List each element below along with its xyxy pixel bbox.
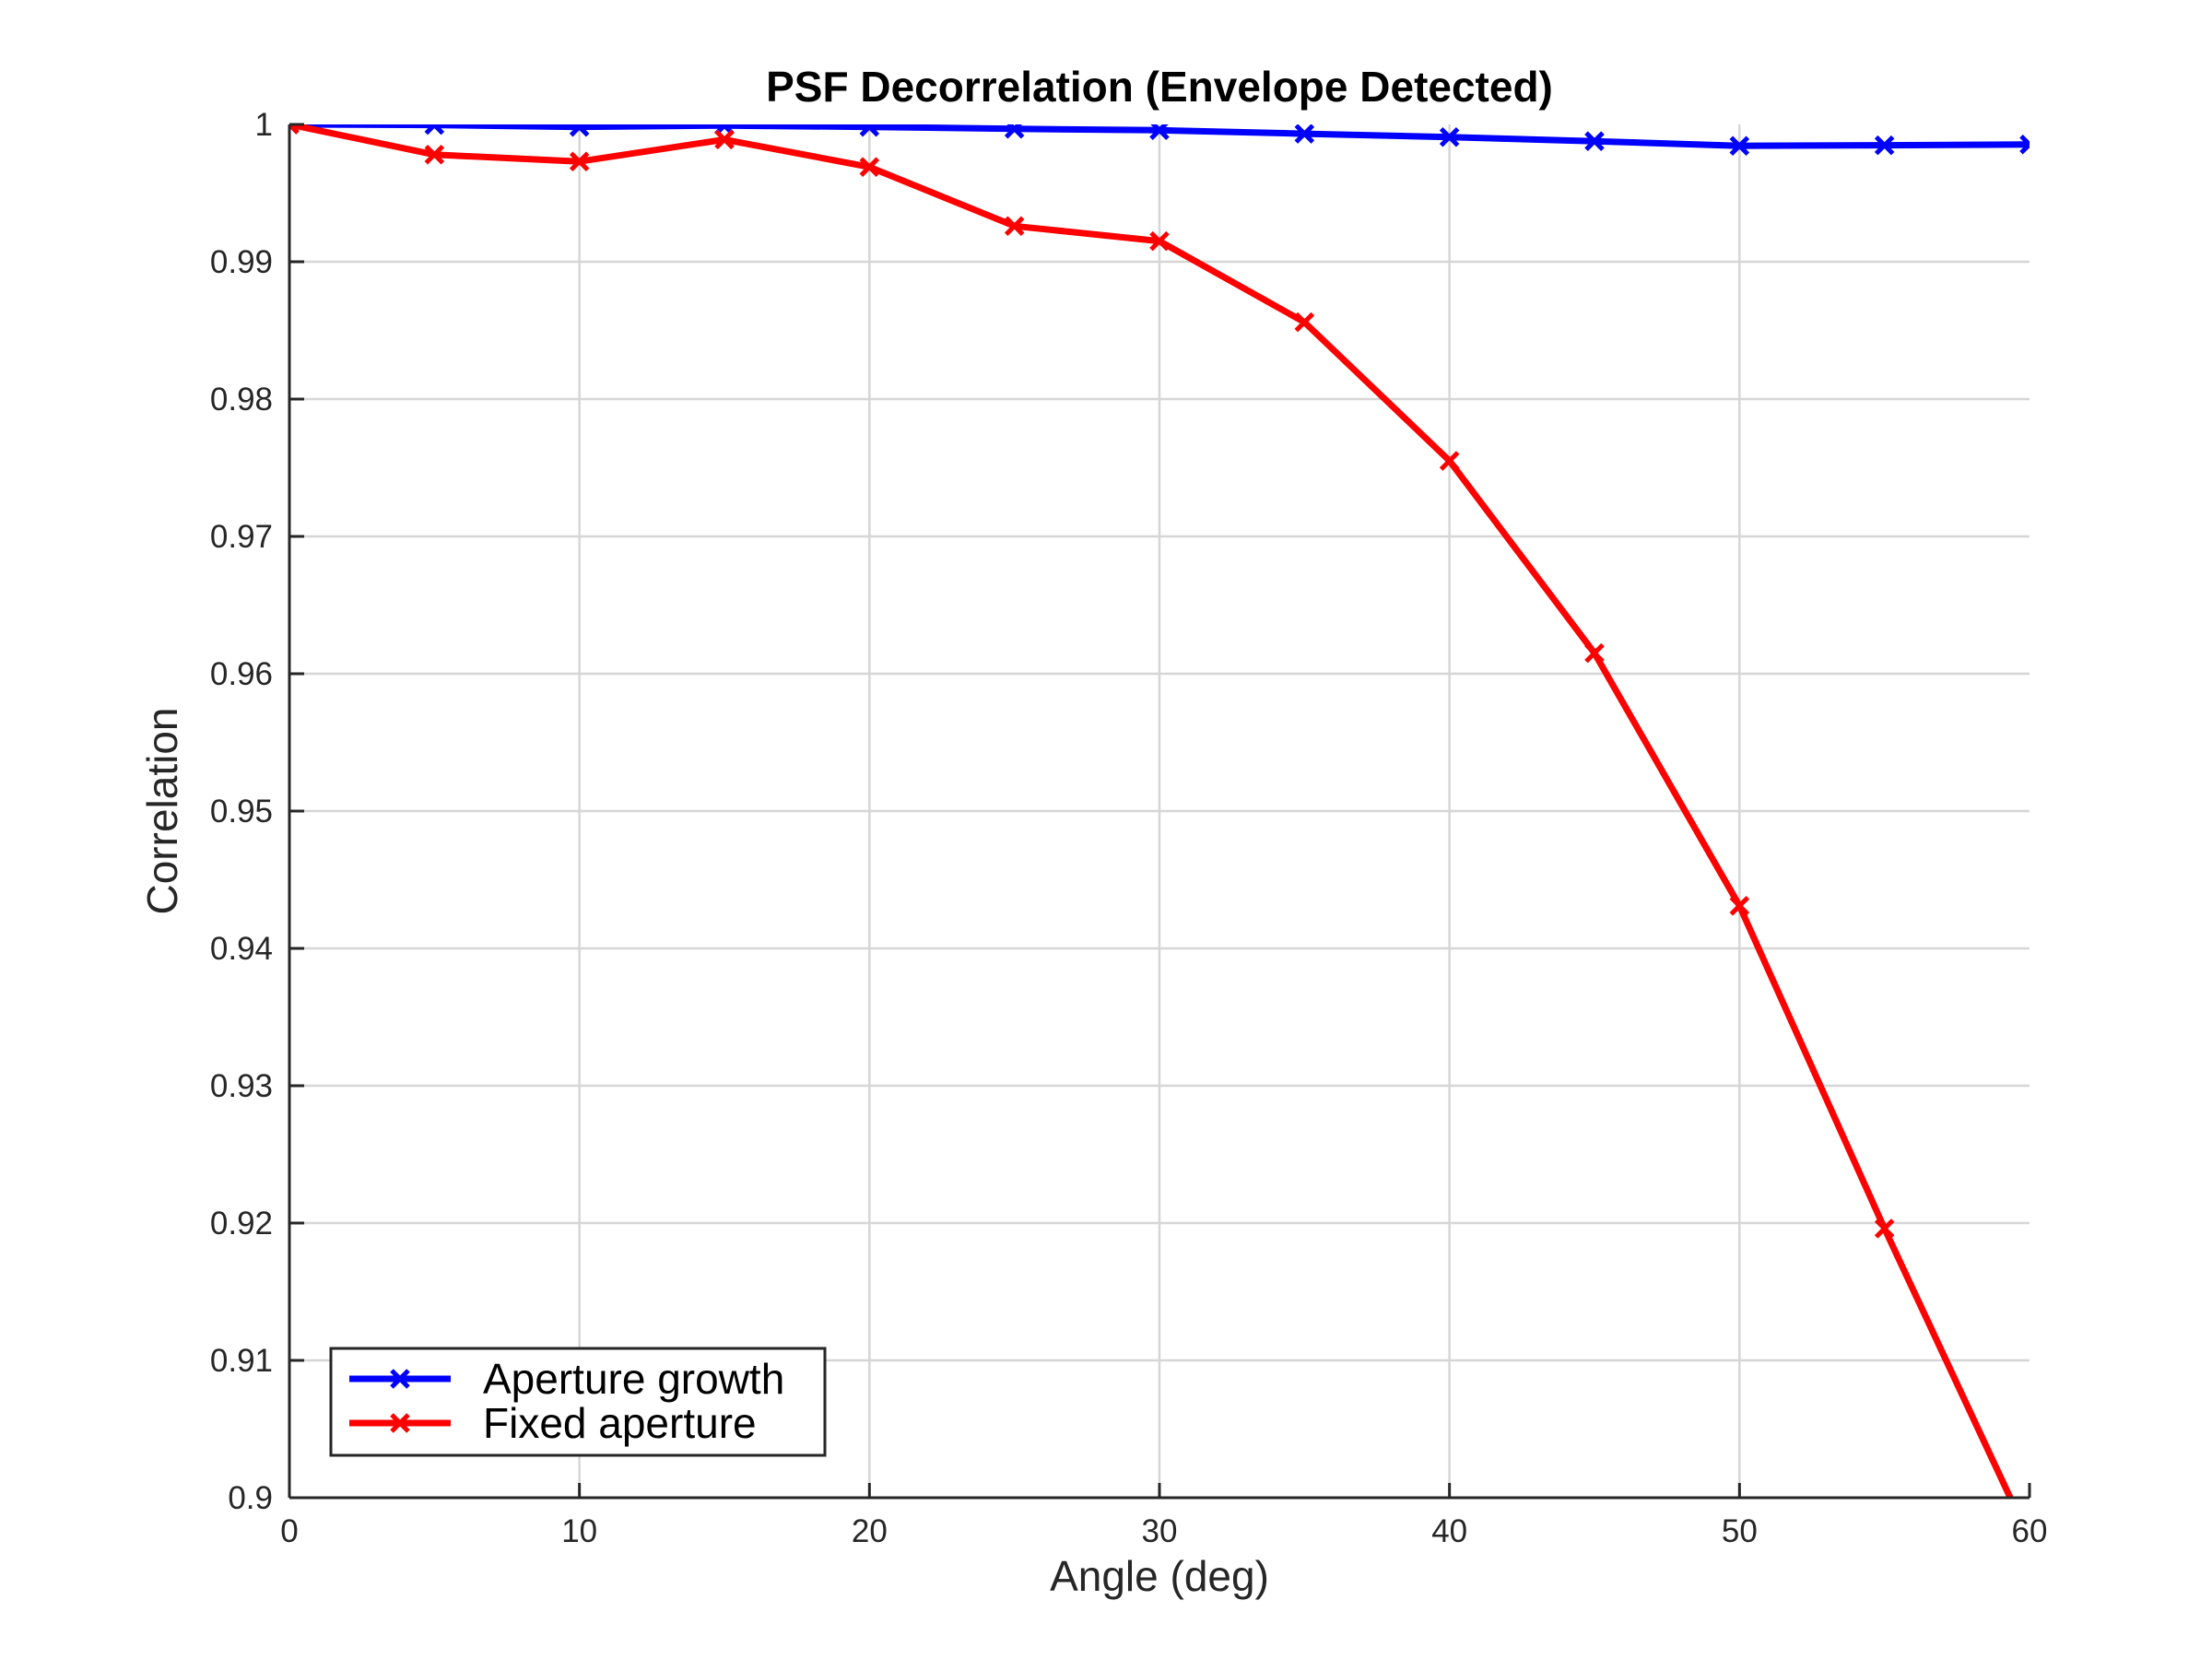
data-point-aperture-growth (424, 124, 445, 135)
data-point-fixed-aperture (1149, 230, 1170, 252)
data-point-fixed-aperture (1729, 896, 1750, 916)
legend-box (329, 1347, 827, 1457)
data-point-fixed-aperture (714, 129, 735, 150)
legend-marker (390, 1413, 410, 1433)
marker-stroke (714, 129, 735, 150)
x-tick-label: 50 (1722, 1513, 1758, 1549)
marker-stroke (1874, 1218, 1895, 1239)
marker-stroke (1294, 124, 1315, 144)
data-point-aperture-growth (1004, 124, 1025, 139)
grid (289, 124, 2030, 1498)
marker-stroke (1584, 131, 1605, 151)
marker-stroke (1729, 896, 1750, 916)
marker-stroke (1004, 124, 1022, 139)
chart-title: PSF Decorrelation (Envelope Detected) (766, 63, 1553, 111)
marker-stroke (2019, 141, 2030, 155)
data-point-aperture-growth (1874, 135, 1895, 156)
marker-stroke (1729, 135, 1750, 157)
x-tick-label: 0 (280, 1513, 298, 1549)
marker-stroke (569, 151, 590, 171)
y-tick-label: 0.96 (210, 656, 273, 692)
data-point-aperture-growth (2019, 134, 2030, 155)
axes (288, 123, 2031, 1500)
legend-label: Aperture growth (483, 1355, 784, 1403)
x-tick-label: 60 (2012, 1513, 2048, 1549)
legend-entry-aperture-growth: Aperture growth (349, 1355, 784, 1403)
data-point-fixed-aperture (569, 151, 590, 171)
y-tick-label: 0.91 (210, 1343, 273, 1379)
tick-labels: 0 10 20 30 40 50 60 0.9 0.91 0.92 0.93 0.94 0.95 0.96… (210, 107, 2048, 1549)
data-point-fixed-aperture (1004, 216, 1025, 237)
legend-entry-fixed-aperture: Fixed aperture (349, 1399, 757, 1447)
data-point-aperture-growth (1149, 124, 1170, 141)
data-point-fixed-aperture (1294, 312, 1315, 333)
y-tick-label: 0.98 (210, 382, 273, 418)
series-group (289, 124, 2030, 1498)
x-tick-label: 30 (1142, 1513, 1178, 1549)
y-tick-label: 0.97 (210, 519, 273, 555)
marker-stroke (289, 124, 300, 135)
data-point-fixed-aperture (1874, 1218, 1895, 1239)
x-tick-label: 40 (1431, 1513, 1467, 1549)
y-tick-label: 1 (255, 107, 273, 143)
x-tick-label: 10 (561, 1513, 597, 1549)
marker-stroke (1294, 312, 1315, 333)
x-axis-label: Angle (deg) (1050, 1552, 1269, 1600)
marker-stroke (1004, 216, 1025, 237)
marker-stroke (1584, 642, 1605, 664)
data-point-fixed-aperture (289, 124, 300, 135)
marker-stroke (424, 124, 439, 135)
marker-stroke (2019, 134, 2030, 148)
marker-stroke (569, 124, 585, 137)
data-point-aperture-growth (1439, 126, 1460, 147)
data-point-fixed-aperture (1584, 642, 1605, 664)
data-point-aperture-growth (859, 124, 880, 137)
legend-label: Fixed aperture (483, 1399, 757, 1447)
data-point-aperture-growth (569, 124, 590, 137)
marker-stroke (859, 157, 880, 177)
marker-stroke (424, 145, 445, 165)
marker-stroke (1439, 451, 1460, 471)
legend-marker (390, 1369, 410, 1389)
marker-stroke (859, 124, 876, 137)
y-tick-label: 0.92 (210, 1206, 273, 1241)
data-point-fixed-aperture (859, 157, 880, 177)
y-tick-label: 0.95 (210, 794, 273, 830)
data-point-fixed-aperture (1439, 451, 1460, 471)
y-tick-label: 0.99 (210, 244, 273, 280)
data-point-fixed-aperture (424, 145, 445, 165)
data-point-aperture-growth (1584, 131, 1605, 151)
marker-stroke (1149, 124, 1169, 141)
marker-stroke (1874, 135, 1895, 156)
y-tick-label: 0.94 (210, 931, 273, 967)
x-tick-label: 20 (852, 1513, 888, 1549)
y-tick-label: 0.93 (210, 1068, 273, 1104)
marker-stroke (1439, 126, 1460, 147)
data-point-aperture-growth (1729, 135, 1750, 157)
marker-stroke (1149, 230, 1170, 252)
data-point-aperture-growth (1294, 124, 1315, 144)
y-axis-label: Correlation (138, 708, 186, 915)
y-tick-label: 0.9 (228, 1480, 273, 1516)
